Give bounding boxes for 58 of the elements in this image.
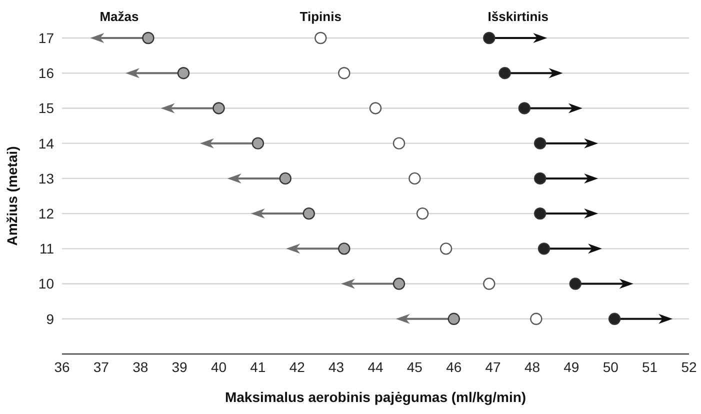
- point: [534, 172, 546, 185]
- y-tick-label: 12: [38, 206, 54, 222]
- point: [177, 67, 190, 80]
- x-tick-label: 50: [602, 358, 619, 375]
- point: [302, 207, 315, 220]
- point: [408, 172, 421, 185]
- series-label: Tipinis: [300, 9, 342, 24]
- y-axis-title: Amžius (metai): [4, 146, 20, 246]
- x-tick-label: 47: [485, 358, 502, 375]
- y-tick-label: 11: [39, 240, 54, 257]
- x-tick-label: 44: [368, 358, 384, 375]
- point: [338, 67, 350, 80]
- x-tick-label: 41: [250, 358, 266, 375]
- y-tick-label: 15: [38, 100, 54, 116]
- y-tick-label: 13: [38, 170, 54, 186]
- x-tick-label: 46: [446, 358, 462, 375]
- series-label: Išskirtinis: [488, 9, 548, 24]
- point: [569, 278, 582, 290]
- point: [518, 102, 531, 114]
- point: [483, 278, 496, 290]
- x-tick-label: 36: [54, 358, 70, 375]
- point: [252, 137, 264, 150]
- x-tick-label: 42: [289, 358, 306, 375]
- x-tick-label: 48: [524, 358, 540, 375]
- x-tick-label: 43: [328, 358, 344, 375]
- point: [142, 32, 154, 44]
- point: [416, 207, 429, 220]
- point: [448, 312, 460, 325]
- x-tick-label: 49: [564, 358, 580, 375]
- point: [440, 242, 452, 255]
- point: [369, 102, 382, 114]
- x-tick-label: 52: [681, 358, 697, 375]
- point: [530, 312, 542, 325]
- x-tick-label: 45: [406, 358, 423, 375]
- y-tick-label: 17: [38, 30, 54, 46]
- point: [279, 172, 292, 185]
- x-tick-label: 40: [210, 358, 227, 375]
- point: [314, 32, 327, 44]
- y-tick-label: 14: [38, 135, 54, 152]
- x-tick-label: 51: [642, 358, 658, 375]
- y-tick-label: 9: [46, 310, 54, 327]
- y-tick-label: 10: [38, 276, 54, 292]
- series-label: Mažas: [100, 9, 139, 24]
- x-axis-title: Maksimalus aerobinis pajėgumas (ml/kg/min): [224, 389, 526, 405]
- point: [534, 207, 546, 220]
- y-tick-label: 16: [38, 65, 54, 82]
- point: [538, 242, 550, 255]
- point: [608, 312, 621, 325]
- x-tick-label: 38: [132, 358, 148, 375]
- x-tick-label: 37: [93, 358, 110, 375]
- x-tick-label: 39: [172, 358, 188, 375]
- point: [392, 137, 406, 150]
- point: [212, 102, 225, 114]
- point: [534, 137, 546, 150]
- point: [392, 278, 406, 290]
- point: [483, 32, 496, 44]
- point: [338, 242, 350, 255]
- point: [498, 67, 511, 80]
